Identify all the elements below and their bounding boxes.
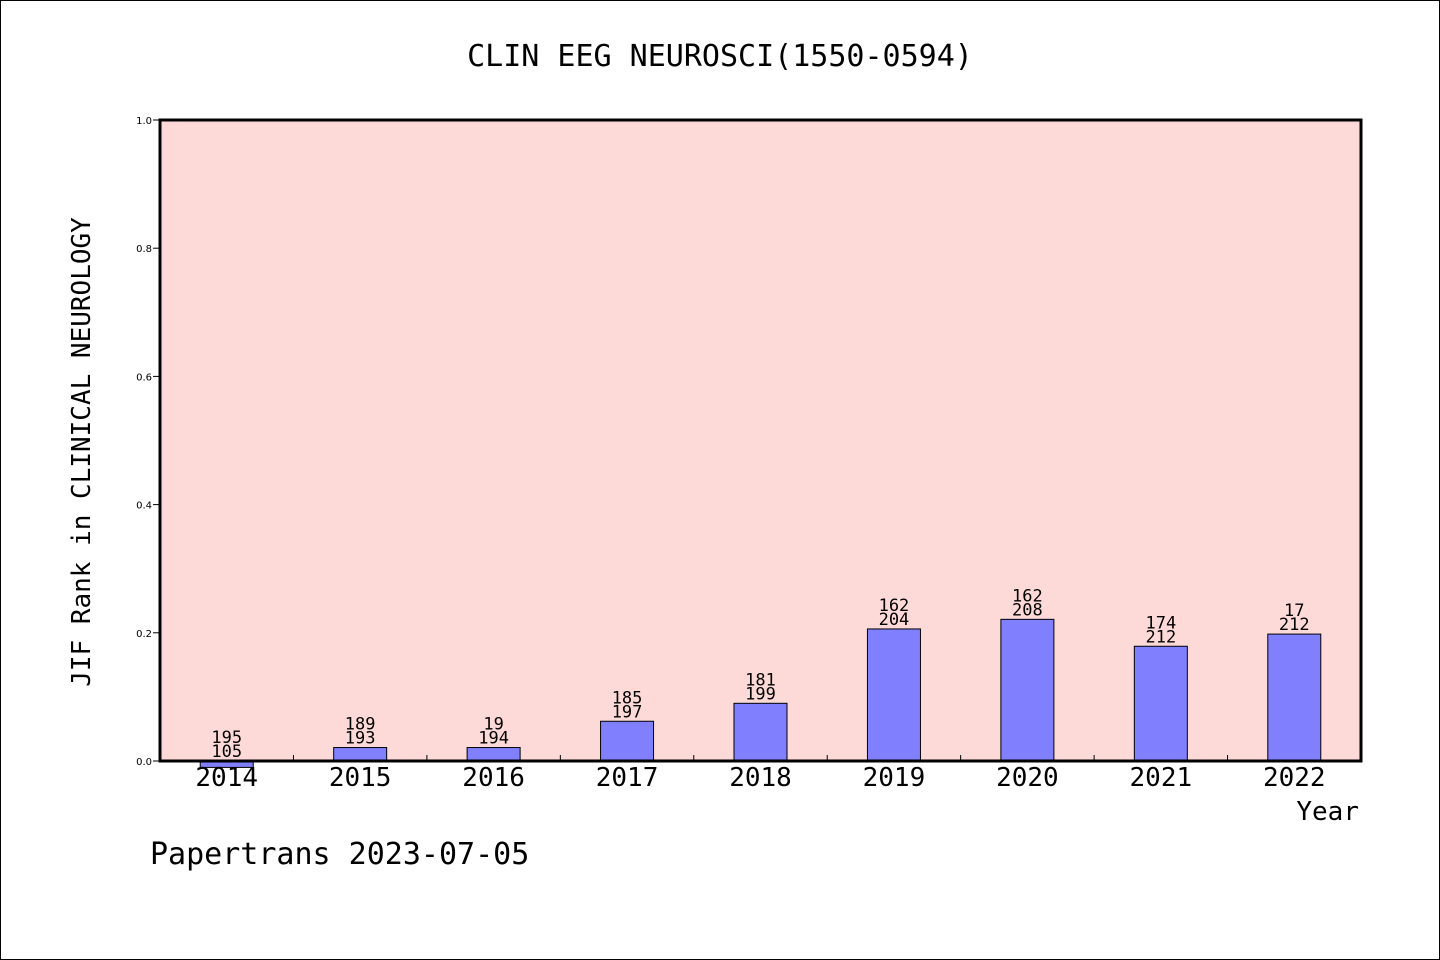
bar-2018 [733,702,788,762]
bar-2016 [466,747,521,762]
bar-label-top: 174 [1145,613,1176,633]
x-tick-label: 2022 [1263,763,1326,793]
bar-label-bottom: 212 [1279,615,1310,635]
y-tick-label: 0.6 [136,372,152,383]
bar-label-top: 189 [345,715,376,735]
y-tick-label: 1.0 [136,116,152,127]
x-tick-label: 2019 [863,763,926,793]
plot-border [158,118,1363,763]
bar-label-bottom: 212 [1145,627,1176,647]
bar-label-bottom: 105 [211,742,242,762]
y-tick-label: 0.2 [136,629,152,640]
bar-label-top: 181 [745,670,776,690]
bar-2015 [333,747,388,762]
bar-2022 [1267,633,1322,762]
x-tick-label: 2021 [1130,763,1193,793]
bar-label-bottom: 197 [612,702,643,722]
bar-label-top: 19 [483,715,503,735]
x-tick-label: 2020 [996,763,1059,793]
x-tick-label: 2015 [329,763,392,793]
y-axis-label: JIF Rank in CLINICAL NEUROLOGY [67,217,97,687]
bar-label-bottom: 194 [478,729,509,749]
bar-label-top: 162 [1012,586,1043,606]
bars [199,618,1322,768]
footer-text: Papertrans 2023-07-05 [150,837,529,872]
x-tick-label: 2017 [596,763,659,793]
bar-2020 [1000,618,1055,762]
y-tick-label: 0.0 [136,757,152,768]
bar-2019 [866,628,921,762]
x-tick-label: 2014 [195,763,258,793]
x-axis-ticks: 2014 2015 2016 2017 2018 2019 2020 2021 2022 [195,755,1326,793]
bar-label-top: 195 [211,728,242,748]
bar-label-bottom: 204 [879,610,910,630]
x-tick-label: 2018 [729,763,792,793]
bar-label-top: 17 [1284,601,1304,621]
y-tick-label: 0.4 [136,501,152,512]
x-axis-label: Year [1296,797,1359,827]
bar-label-bottom: 199 [745,684,776,704]
bar-label-top: 185 [612,688,643,708]
x-tick-label: 2016 [462,763,525,793]
bar-label-top: 162 [879,596,910,616]
y-axis-ticks: 0.0 0.2 0.4 0.6 0.8 1.0 [136,116,160,768]
bar-label-bottom: 193 [345,729,376,749]
y-tick-label: 0.8 [136,244,152,255]
bar-2017 [600,720,655,762]
chart-title: CLIN EEG NEUROSCI(1550-0594) [467,39,973,74]
bar-2021 [1133,645,1188,762]
bar-label-bottom: 208 [1012,600,1043,620]
